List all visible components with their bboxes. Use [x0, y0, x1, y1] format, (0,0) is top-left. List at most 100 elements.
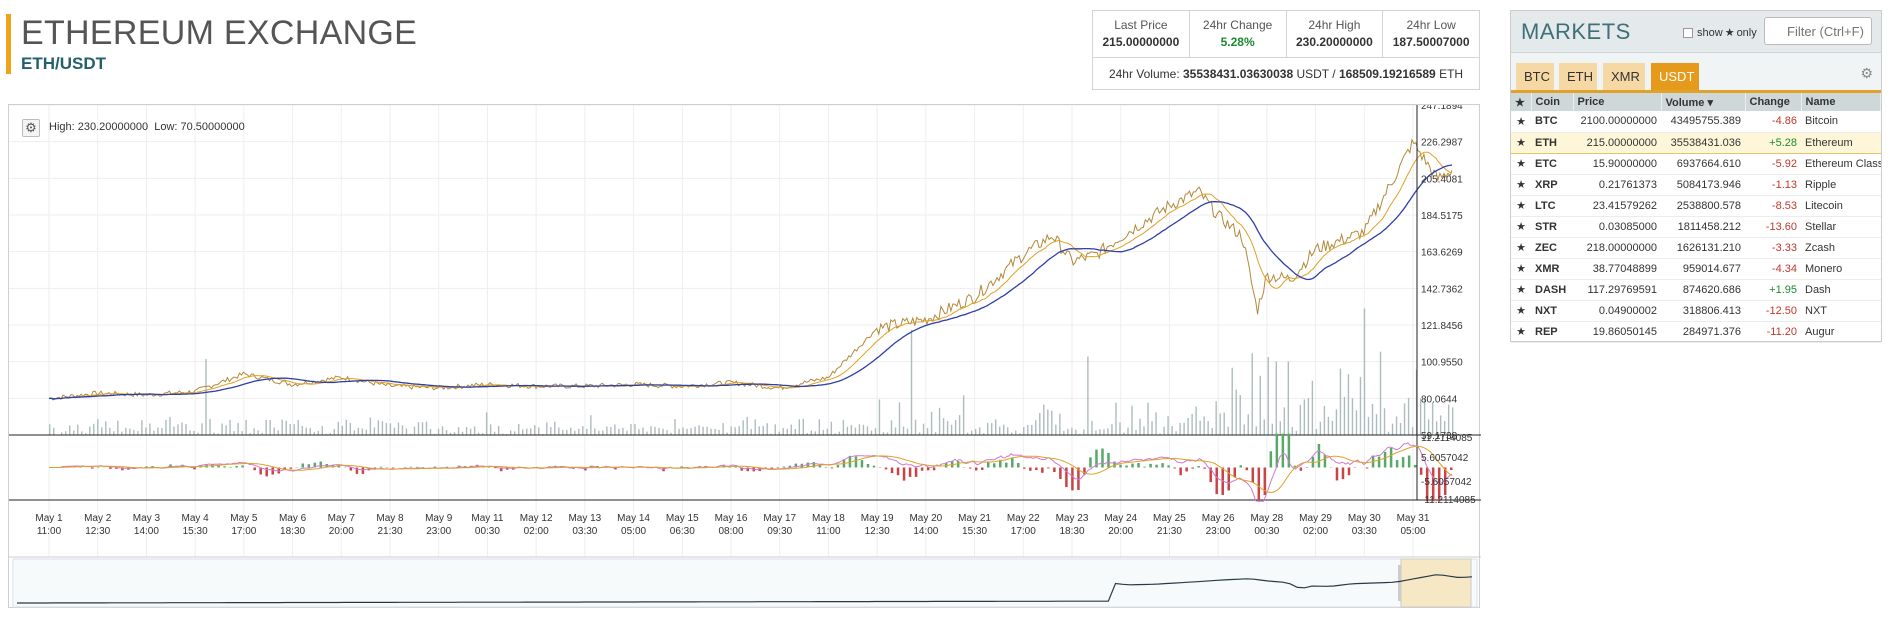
volume-bar [1067, 428, 1069, 435]
star-icon[interactable]: ★ [1511, 93, 1532, 111]
volume-bar [854, 427, 857, 435]
volume-bar [1239, 395, 1241, 435]
star-icon[interactable]: ★ [1511, 111, 1531, 133]
change-cell: -8.53 [1745, 195, 1801, 217]
coin-cell: REP [1531, 321, 1573, 343]
macd-histogram-bar [836, 465, 840, 468]
price-cell: 19.86050145 [1573, 321, 1661, 343]
time-tick-date: May 1 [35, 513, 63, 524]
macd-histogram-bar [1383, 451, 1387, 468]
table-row[interactable]: ★ REP 19.86050145 284971.376 -11.20 Augur [1511, 321, 1881, 343]
change-cell: -1.13 [1745, 174, 1801, 196]
table-row[interactable]: ★ BTC 2100.00000000 43495755.389 -4.86 Bitcoi… [1511, 111, 1881, 133]
macd-histogram-bar [980, 467, 984, 470]
star-icon[interactable]: ★ [1511, 174, 1531, 196]
gear-icon[interactable]: ⚙ [1860, 65, 1873, 81]
volume-cell: 43495755.389 [1661, 111, 1745, 133]
macd-histogram-bar [932, 467, 936, 471]
star-icon[interactable]: ★ [1511, 258, 1531, 280]
volume-bar [1059, 413, 1061, 435]
volume-bar [694, 426, 696, 435]
col-volume[interactable]: Volume ▾ [1661, 93, 1746, 111]
macd-histogram-bar [121, 467, 124, 471]
macd-histogram-bar [1263, 467, 1267, 495]
star-icon[interactable]: ★ [1511, 216, 1531, 238]
volume-bar [1315, 429, 1318, 435]
tab-btc[interactable]: BTC [1516, 63, 1554, 90]
show-starred-toggle[interactable]: show ★ only [1683, 26, 1757, 39]
star-icon[interactable]: ★ [1511, 131, 1531, 154]
price-cell: 215.00000000 [1573, 131, 1661, 154]
time-tick-time: 03:30 [572, 526, 597, 537]
gear-icon[interactable]: ⚙ [22, 119, 40, 137]
tab-eth[interactable]: ETH [1559, 63, 1597, 90]
table-row[interactable]: ★ STR 0.03085000 1811458.212 -13.60 Stellar [1511, 216, 1881, 238]
change-label: 24hr Change [1202, 18, 1273, 32]
volume-bar [1399, 422, 1402, 435]
tab-xmr[interactable]: XMR [1603, 63, 1645, 90]
table-row[interactable]: ★ XRP 0.21761373 5084173.946 -1.13 Ripple [1511, 174, 1881, 196]
macd-histogram-bar [223, 466, 226, 468]
volume-bar [457, 427, 460, 435]
volume-bar [898, 402, 901, 435]
macd-histogram-bar [271, 467, 274, 475]
col-name[interactable]: Name [1801, 93, 1881, 111]
checkbox-icon[interactable] [1683, 27, 1693, 38]
volume-bar [297, 420, 299, 435]
volume-bar [1035, 420, 1037, 435]
macd-histogram-bar [1035, 467, 1038, 471]
high-low-info: High: 230.20000000 Low: 70.50000000 [49, 121, 245, 133]
star-icon[interactable]: ★ [1511, 237, 1531, 259]
table-row[interactable]: ★ DASH 117.29769591 874620.686 +1.95 Dash [1511, 279, 1881, 301]
macd-histogram-bar [1131, 463, 1134, 468]
volume-bar [1155, 412, 1157, 435]
macd-histogram-bar [1287, 433, 1291, 468]
star-icon[interactable]: ★ [1511, 195, 1531, 217]
col-change[interactable]: Change [1745, 93, 1802, 111]
volume-bar [718, 429, 720, 435]
star-icon[interactable]: ★ [1511, 300, 1531, 322]
table-row[interactable]: ★ ETH 215.00000000 35538431.036 +5.28 Ethereu… [1511, 131, 1881, 154]
col-coin[interactable]: Coin [1531, 93, 1574, 111]
change-cell: -11.20 [1745, 321, 1801, 343]
star-icon[interactable]: ★ [1511, 153, 1531, 175]
table-row[interactable]: ★ ZEC 218.00000000 1626131.210 -3.33 Zcash [1511, 237, 1881, 259]
volume-bar [606, 426, 608, 435]
time-tick-time: 18:30 [1059, 526, 1084, 537]
volume-bar [950, 424, 953, 435]
volume-cell: 1811458.212 [1661, 216, 1745, 238]
time-tick-date: May 7 [328, 513, 356, 524]
star-icon[interactable]: ★ [1511, 279, 1531, 301]
price-tick-label: 247.1894 [1421, 105, 1463, 112]
time-tick-date: May 17 [763, 513, 796, 524]
volume-bar [357, 427, 360, 435]
volume-bar [658, 428, 660, 435]
volume-bar [906, 428, 909, 435]
col-price[interactable]: Price [1573, 93, 1662, 111]
table-row[interactable]: ★ ETC 15.90000000 6937664.610 -5.92 Ethereum … [1511, 153, 1881, 175]
macd-histogram-bar [1251, 467, 1255, 483]
macd-histogram-bar [1275, 433, 1279, 468]
volume-cell: 1626131.210 [1661, 237, 1745, 259]
price-tick-label: 59.1738 [1421, 431, 1458, 442]
time-tick-date: May 14 [617, 513, 650, 524]
macd-histogram-bar [1029, 467, 1032, 471]
table-row[interactable]: ★ LTC 23.41579262 2538800.578 -8.53 Litecoin [1511, 195, 1881, 217]
volume-bar [914, 419, 917, 435]
macd-histogram-bar [1113, 461, 1116, 468]
tab-usdt[interactable]: USDT [1651, 63, 1699, 90]
table-row[interactable]: ★ NXT 0.04900002 318806.413 -12.50 NXT [1511, 300, 1881, 322]
volume-bar [750, 428, 752, 435]
volume-bar [1267, 357, 1269, 435]
search-input[interactable] [1764, 17, 1872, 45]
time-tick-date: May 26 [1202, 513, 1235, 524]
price-chart[interactable]: 247.1894 226.2987 205.4081 184.5175 163.6269… [8, 104, 1481, 609]
name-cell: Ripple [1801, 174, 1881, 196]
star-icon[interactable]: ★ [1511, 321, 1531, 343]
volume-bar [858, 424, 861, 435]
table-row[interactable]: ★ XMR 38.77048899 959014.677 -4.34 Monero [1511, 258, 1881, 280]
volume-bar [493, 431, 496, 435]
only-label: only [1736, 26, 1757, 39]
chart-canvas[interactable]: 247.1894 226.2987 205.4081 184.5175 163.6269… [9, 105, 1481, 609]
